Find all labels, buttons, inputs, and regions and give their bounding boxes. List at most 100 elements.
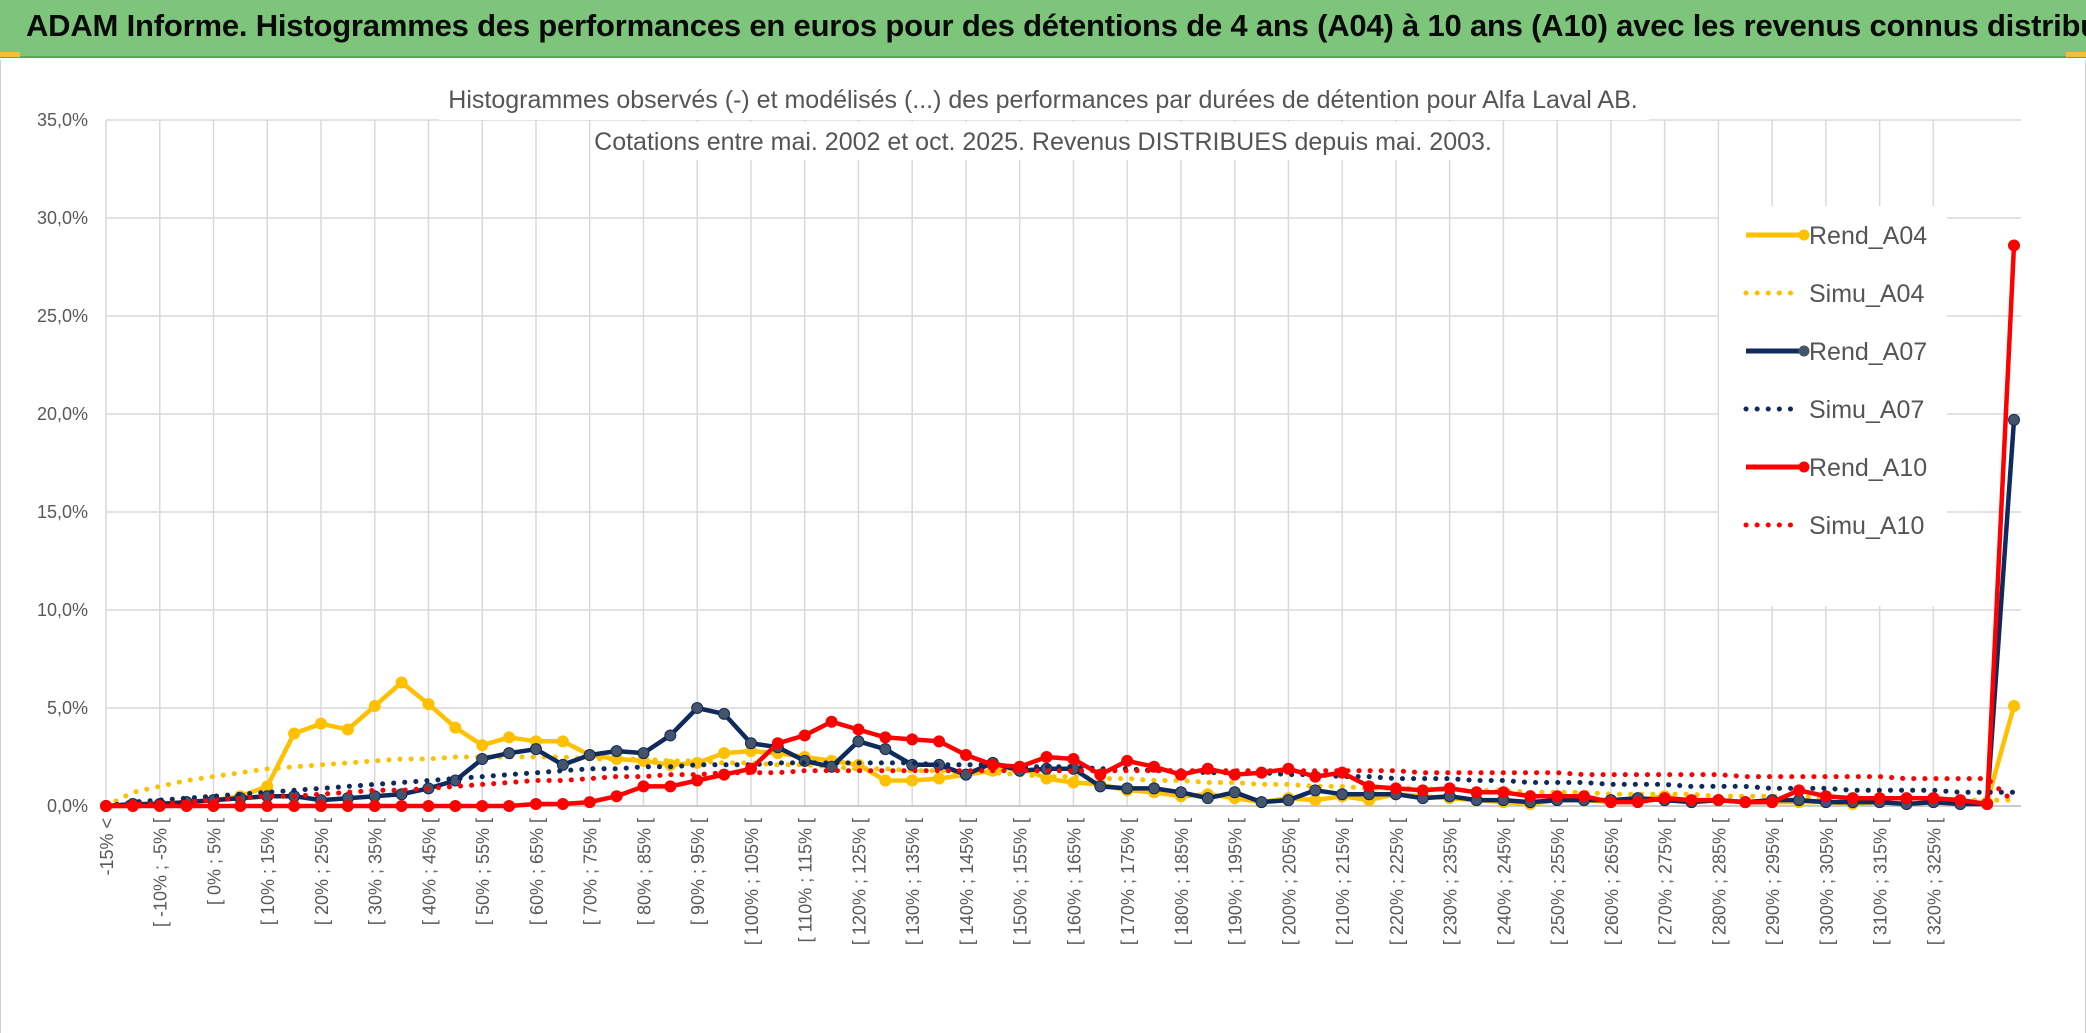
x-tick-label: [ 10% ; 15% [: [258, 818, 278, 925]
data-point: [1121, 754, 1134, 767]
data-point: [1067, 776, 1080, 789]
data-point: [1228, 786, 1241, 799]
data-point: [503, 731, 516, 744]
data-point: [422, 698, 435, 711]
data-point: [959, 749, 972, 762]
data-point: [1174, 786, 1187, 799]
legend-label: Simu_A10: [1809, 512, 1924, 540]
series-simu-a04: [103, 754, 2017, 809]
x-tick-label: [ 180% ; 185% [: [1172, 818, 1192, 945]
y-tick-label: 35,0%: [37, 110, 88, 130]
data-point: [1443, 782, 1456, 795]
x-tick-label: [ 40% ; 45% [: [419, 818, 439, 925]
y-tick-label: 15,0%: [37, 502, 88, 522]
x-tick-label: [ 160% ; 165% [: [1064, 818, 1084, 945]
data-point: [2008, 700, 2020, 713]
x-tick-label: [ 90% ; 95% [: [688, 818, 708, 925]
data-point: [1336, 788, 1349, 801]
legend-marker: [1798, 345, 1810, 357]
data-point: [933, 735, 946, 748]
x-tick-label: [ 250% ; 255% [: [1548, 818, 1568, 945]
legend-label: Rend_A04: [1809, 222, 1927, 250]
data-point: [610, 790, 623, 803]
y-tick-label: 20,0%: [37, 404, 88, 424]
y-tick-label: 0,0%: [47, 796, 88, 816]
data-point: [1685, 794, 1698, 807]
x-tick-label: [ 150% ; 155% [: [1011, 818, 1031, 945]
data-point: [1900, 792, 1913, 805]
x-tick-label: [ 220% ; 225% [: [1387, 818, 1407, 945]
gridlines: [105, 119, 2021, 807]
data-point: [288, 800, 301, 812]
chart-title-line1: Histogrammes observés (-) et modélisés (…: [448, 86, 1637, 114]
x-tick-label: [ 0% ; 5% [: [204, 818, 224, 905]
chart-frame: 0,0% 5,0% 10,0% 15,0% 20,0% 25,0% 30,0% 35,0% -…: [0, 60, 2086, 1033]
data-point: [1551, 790, 1564, 803]
y-tick-label: 25,0%: [37, 306, 88, 326]
x-tick-label: [ 50% ; 55% [: [473, 818, 493, 925]
data-point: [207, 800, 220, 812]
data-point: [341, 800, 354, 812]
data-point: [1604, 796, 1617, 809]
legend-marker: [1798, 461, 1810, 473]
series-line: [103, 754, 2017, 809]
data-point: [422, 800, 435, 812]
data-point: [798, 729, 811, 742]
data-point: [1658, 792, 1671, 805]
data-point: [1282, 794, 1295, 807]
data-point: [1954, 794, 1967, 807]
data-point: [1631, 796, 1644, 809]
data-point: [314, 717, 327, 730]
x-tick-label: [ 230% ; 235% [: [1441, 818, 1461, 945]
data-point: [1739, 796, 1752, 809]
data-point: [314, 800, 327, 812]
data-point: [1470, 786, 1483, 799]
series-simu-a07: [103, 760, 2017, 809]
data-point: [1389, 782, 1402, 795]
x-tick-label: [ 130% ; 135% [: [903, 818, 923, 945]
x-tick-label: [ 110% ; 115% [: [796, 818, 816, 942]
data-point: [1766, 796, 1779, 809]
x-tick-label: [ 190% ; 195% [: [1226, 818, 1246, 945]
legend-label: Rend_A10: [1809, 454, 1927, 482]
x-axis: -15% < [ -10% ; -5% [[ 0% ; 5% [[ 10% ; 1…: [97, 805, 2021, 945]
data-point: [1497, 786, 1510, 799]
x-tick-label: [ 260% ; 265% [: [1602, 818, 1622, 945]
data-point: [449, 721, 462, 734]
report-banner: ADAM Informe. Histogrammes des performan…: [0, 0, 2086, 58]
data-point: [852, 735, 865, 748]
data-point: [1255, 796, 1268, 809]
y-tick-label: 30,0%: [37, 208, 88, 228]
x-tick-label: [ 240% ; 245% [: [1494, 818, 1514, 945]
data-point: [1578, 790, 1591, 803]
data-point: [691, 702, 704, 714]
data-point: [1148, 782, 1161, 795]
data-point: [556, 758, 569, 771]
data-point: [2008, 239, 2020, 252]
data-point: [664, 780, 677, 793]
data-point: [476, 739, 489, 752]
data-point: [1148, 760, 1161, 773]
data-point: [529, 743, 542, 756]
x-tick-label: [ -10% ; -5% [: [151, 818, 171, 927]
subtitle-background: [591, 122, 1496, 160]
y-tick-label: 10,0%: [37, 600, 88, 620]
legend-label: Simu_A07: [1809, 396, 1924, 424]
series-rend-a04: [100, 676, 2020, 812]
right-accent-bar: [2066, 52, 2086, 57]
data-point: [395, 676, 408, 689]
data-point: [906, 733, 919, 746]
data-point: [1981, 798, 1994, 811]
data-point: [234, 800, 247, 812]
x-tick-label: [ 310% ; 315% [: [1871, 818, 1891, 945]
title-background: [439, 80, 1649, 120]
data-point: [691, 774, 704, 787]
data-point: [1793, 784, 1806, 797]
data-point: [879, 731, 892, 744]
data-point: [503, 747, 516, 760]
data-point: [718, 747, 731, 760]
data-point: [368, 700, 381, 713]
data-point: [1040, 751, 1053, 763]
data-point: [1873, 792, 1886, 805]
data-point: [341, 723, 354, 736]
